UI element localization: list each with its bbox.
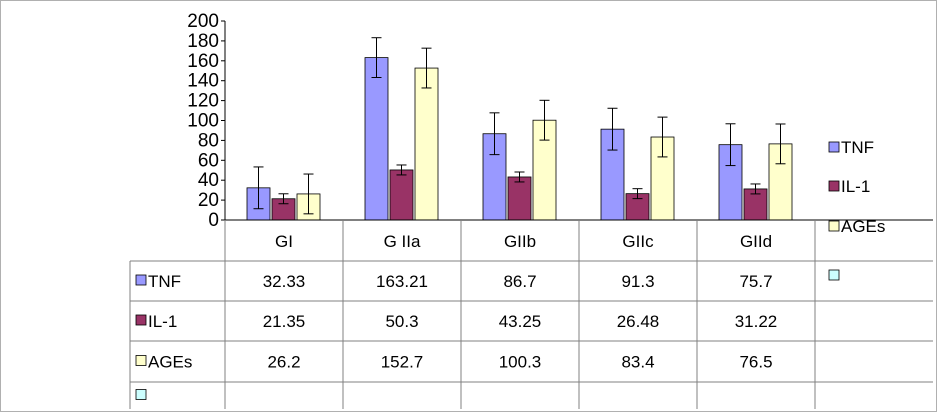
table-legend-key-empty	[135, 389, 147, 400]
table-value: 31.22	[735, 312, 778, 331]
table-value: 163.21	[376, 272, 428, 291]
category-label: GIIc	[622, 232, 654, 251]
legend-key	[828, 141, 840, 153]
table-value: 76.5	[739, 353, 772, 372]
bar	[414, 67, 439, 221]
bar	[389, 169, 414, 221]
table-value: 26.48	[617, 312, 660, 331]
y-tick-label: 120	[187, 91, 219, 112]
category-label: G IIa	[384, 232, 421, 251]
y-tick-label: 60	[198, 150, 219, 171]
y-tick-label: 0	[208, 210, 219, 231]
category-label: GIIb	[504, 232, 536, 251]
table-legend-key	[135, 274, 147, 286]
y-tick-label: 140	[187, 71, 219, 92]
table-series-label: IL-1	[148, 312, 177, 331]
table-value: 86.7	[503, 272, 536, 291]
table-value: 21.35	[263, 312, 306, 331]
table-value: 50.3	[385, 312, 418, 331]
table-series-label: TNF	[148, 272, 181, 291]
y-tick-label: 160	[187, 51, 219, 72]
table-value: 32.33	[263, 272, 306, 291]
legend-key-empty	[828, 269, 840, 281]
legend-label: IL-1	[841, 177, 870, 196]
y-tick-label: 100	[187, 111, 219, 132]
legend-key	[828, 220, 840, 232]
legend-label: AGEs	[841, 217, 885, 236]
bar	[507, 176, 532, 221]
table-value: 26.2	[267, 353, 300, 372]
y-tick-label: 20	[198, 190, 219, 211]
table-value: 100.3	[499, 353, 542, 372]
bar	[364, 57, 389, 221]
table-value: 75.7	[739, 272, 772, 291]
y-tick-label: 80	[198, 130, 219, 151]
table-legend-key	[135, 314, 147, 326]
table-value: 43.25	[499, 312, 542, 331]
table-series-label: AGEs	[148, 353, 192, 372]
table-value: 91.3	[621, 272, 654, 291]
y-tick-label: 40	[198, 170, 219, 191]
y-tick-label: 200	[187, 11, 219, 32]
legend-label: TNF	[841, 138, 874, 157]
table-legend-key	[135, 355, 147, 366]
category-label: GI	[275, 232, 293, 251]
table-value: 152.7	[381, 353, 424, 372]
category-label: GIId	[740, 232, 772, 251]
legend-key	[828, 180, 840, 192]
y-tick-label: 180	[187, 31, 219, 52]
table-value: 83.4	[621, 353, 654, 372]
